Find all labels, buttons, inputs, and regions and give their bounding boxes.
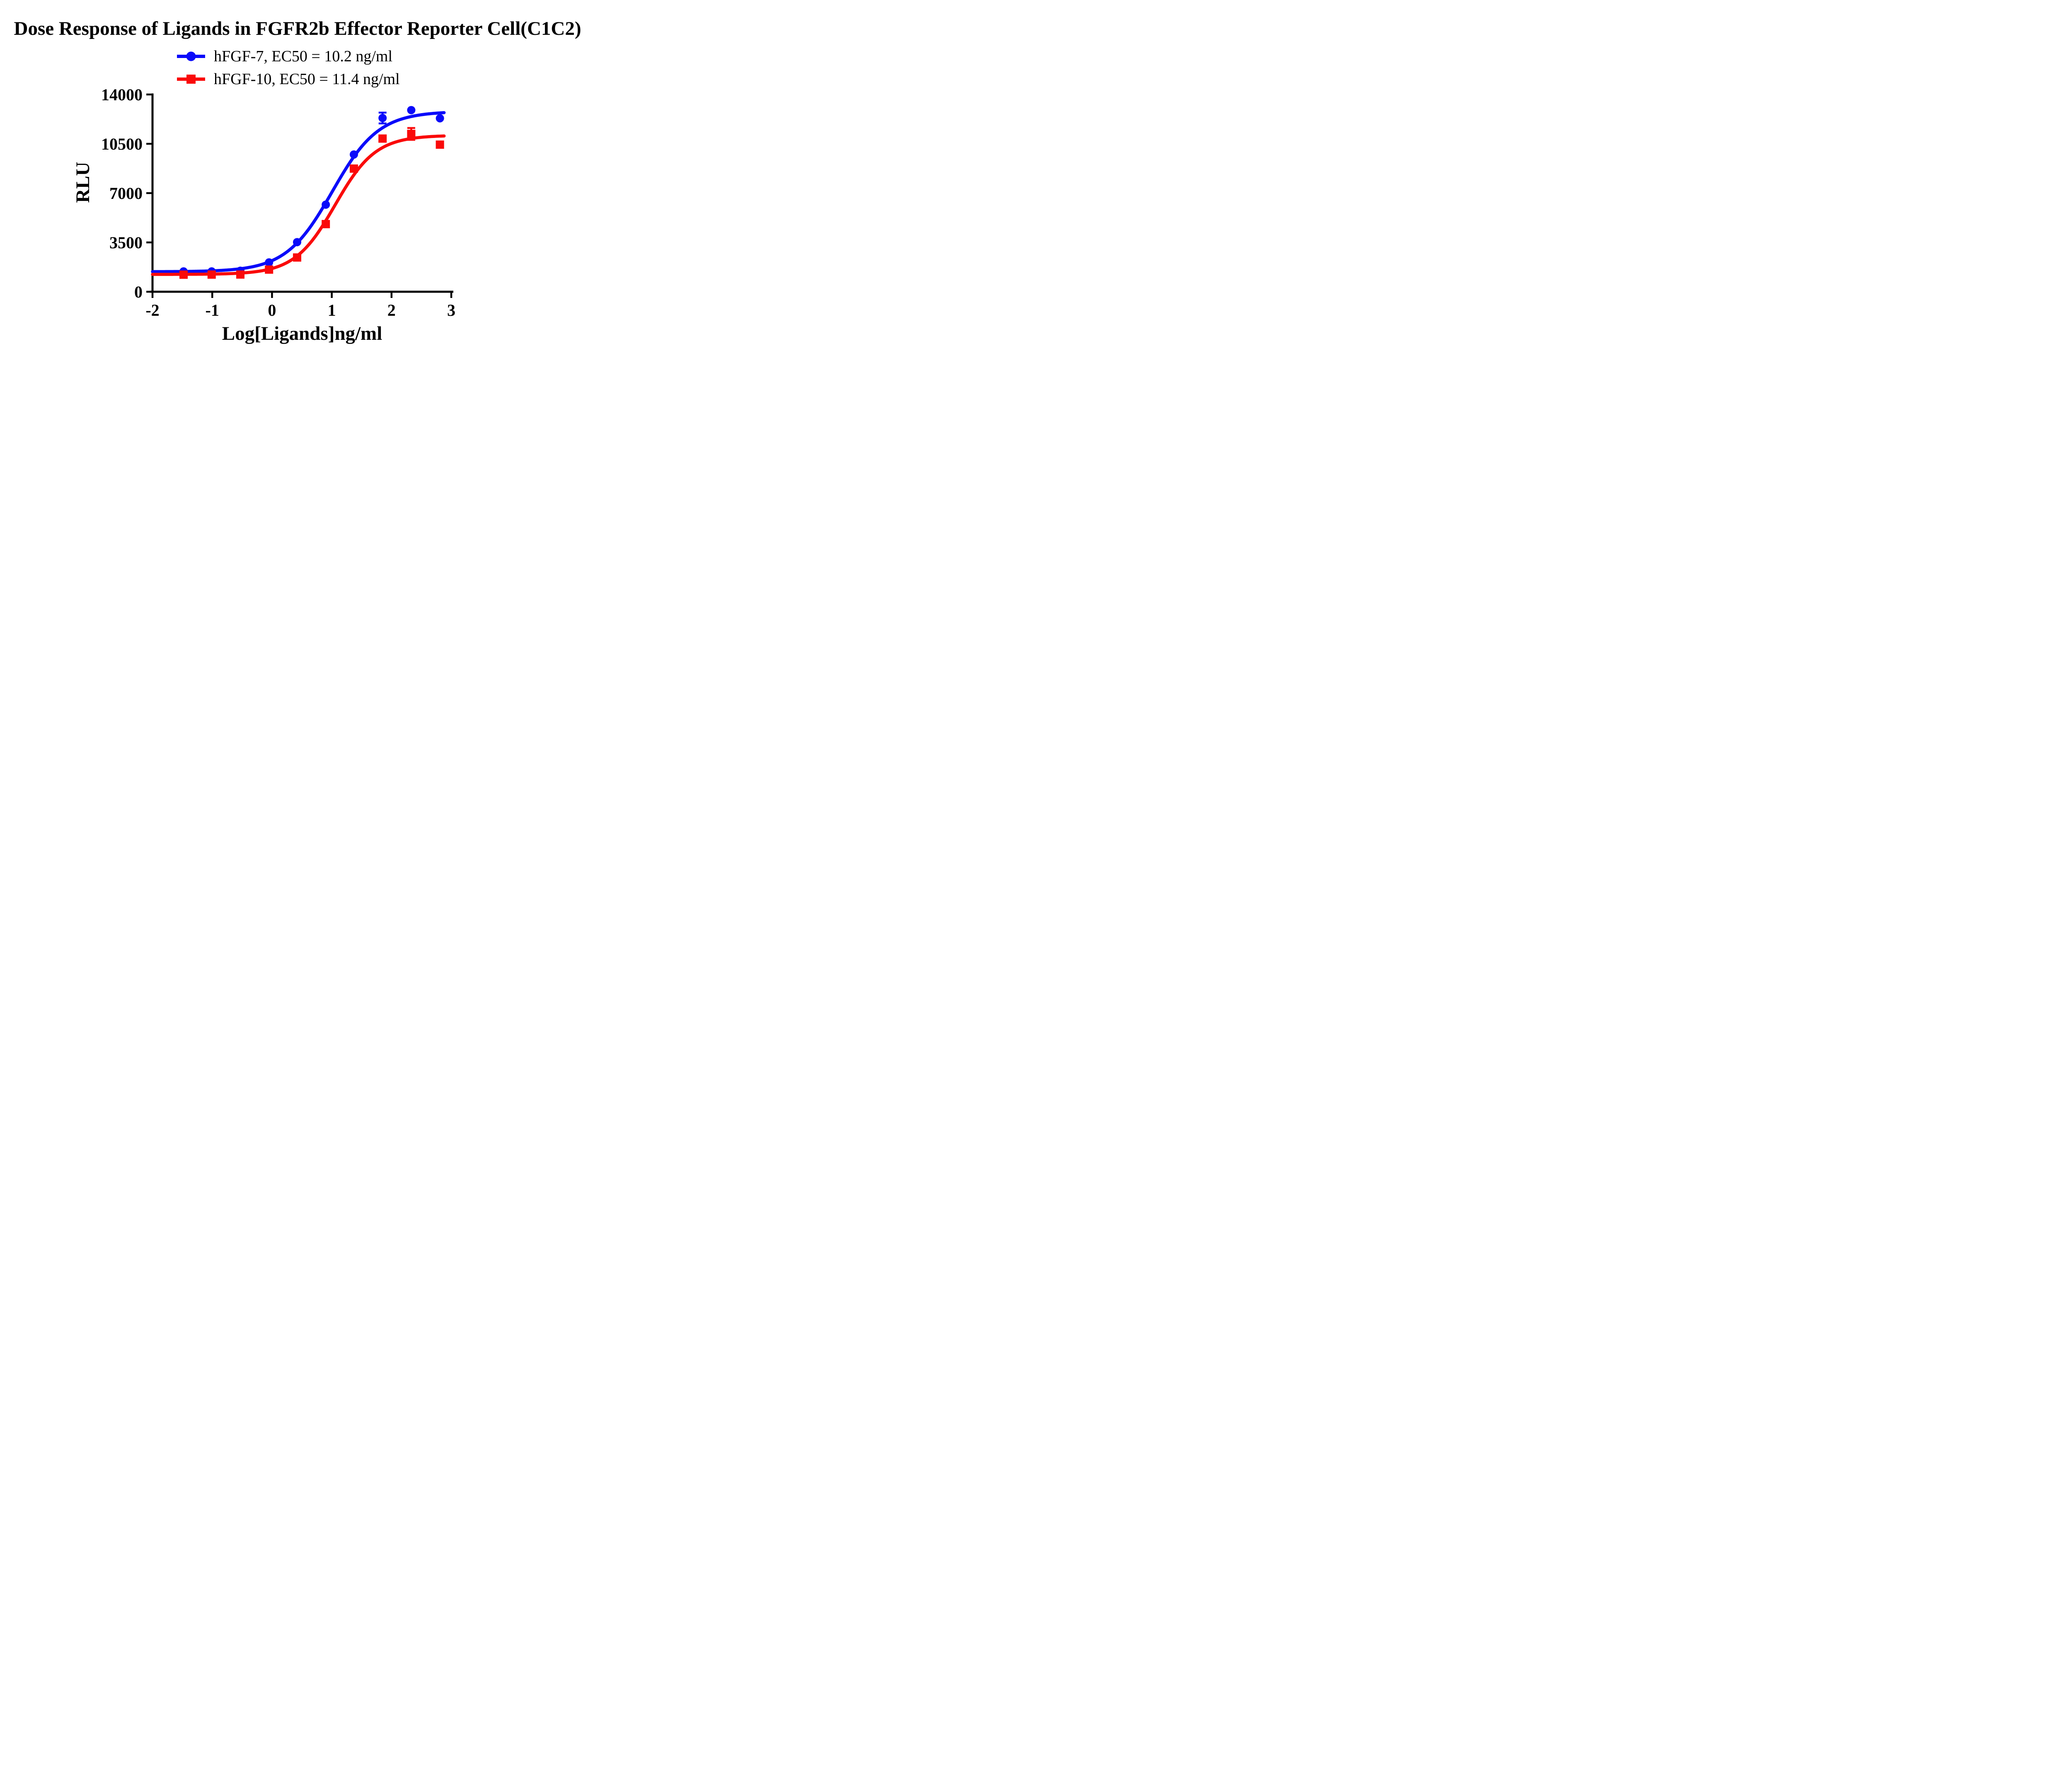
legend-swatch-hfgf7	[177, 51, 205, 61]
x-axis-title: Log[Ligands]ng/ml	[222, 323, 382, 344]
data-point-hFGF-10	[349, 164, 358, 173]
chart-title: Dose Response of Ligands in FGFR2b Effec…	[14, 18, 581, 39]
data-point-hFGF-10	[378, 134, 387, 143]
legend: hFGF-7, EC50 = 10.2 ng/ml hFGF-10, EC50 …	[176, 45, 400, 90]
legend-square-marker-icon	[186, 74, 196, 84]
data-point-hFGF-7	[378, 114, 387, 122]
x-tick-label: 3	[447, 301, 455, 319]
legend-item-hfgf10: hFGF-10, EC50 = 11.4 ng/ml	[176, 68, 400, 90]
data-point-hFGF-7	[436, 114, 444, 123]
y-tick-label: 0	[134, 283, 143, 301]
data-point-hFGF-10	[236, 270, 244, 279]
data-point-hFGF-7	[407, 106, 416, 114]
data-point-hFGF-10	[407, 130, 416, 138]
data-point-hFGF-7	[293, 238, 301, 247]
data-point-hFGF-10	[436, 140, 444, 149]
data-point-hFGF-10	[265, 265, 274, 274]
legend-swatch-hfgf10	[177, 74, 205, 84]
x-tick-label: 2	[387, 301, 396, 319]
x-tick-label: 1	[328, 301, 336, 319]
legend-item-hfgf7: hFGF-7, EC50 = 10.2 ng/ml	[176, 45, 400, 68]
legend-circle-marker-icon	[186, 51, 196, 61]
legend-label-hfgf10: hFGF-10, EC50 = 11.4 ng/ml	[214, 70, 400, 88]
x-tick-label: 0	[268, 301, 276, 319]
plot-area: -2 -1 0 1 2 3 0 3500 7000 10500 14000	[101, 85, 455, 319]
x-tick-label: -1	[206, 301, 219, 319]
data-point-hFGF-7	[349, 150, 358, 159]
data-point-hFGF-10	[293, 253, 301, 262]
data-point-hFGF-7	[322, 200, 330, 209]
fit-curve-hFGF-7	[151, 111, 446, 273]
chart-canvas: Dose Response of Ligands in FGFR2b Effec…	[0, 0, 595, 357]
legend-label-hfgf7: hFGF-7, EC50 = 10.2 ng/ml	[214, 47, 393, 65]
y-tick-label: 7000	[109, 184, 143, 203]
y-tick-label: 14000	[101, 85, 143, 104]
data-point-hFGF-7	[265, 258, 274, 267]
y-tick-label: 3500	[109, 233, 143, 252]
x-tick-label: -2	[145, 301, 159, 319]
data-point-hFGF-10	[179, 270, 188, 279]
data-point-hFGF-10	[322, 220, 330, 228]
data-point-hFGF-10	[207, 270, 216, 279]
y-tick-label: 10500	[101, 135, 143, 153]
y-axis-title: RLU	[72, 162, 94, 203]
